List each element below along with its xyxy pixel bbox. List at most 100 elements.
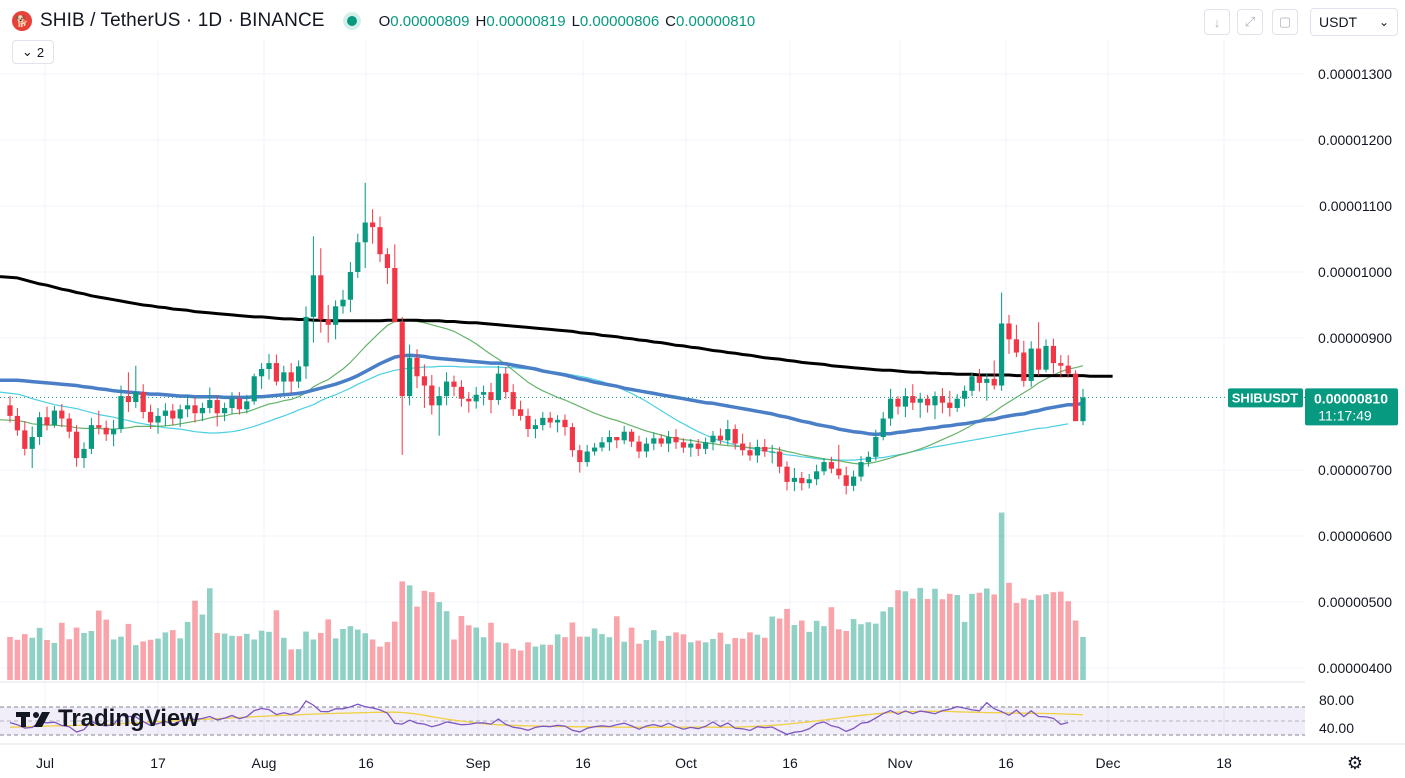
candle-body [1050, 345, 1056, 364]
candle-body [414, 357, 420, 377]
candle-body [1013, 339, 1019, 353]
candle-body [244, 401, 250, 410]
currency-select[interactable]: USDT ⌄ [1310, 8, 1398, 36]
volume-bar [525, 642, 531, 680]
candle-body [140, 392, 146, 412]
candle-body [96, 425, 102, 428]
ma-cyan-line [0, 365, 1069, 461]
candle-body [510, 392, 516, 410]
volume-bar [177, 638, 183, 680]
price-tick-label: 0.00000400 [1318, 660, 1392, 676]
time-tick-label: Jul [36, 755, 54, 771]
gear-icon[interactable]: ⚙ [1346, 752, 1364, 773]
volume-bar [51, 642, 58, 680]
volume-bar [340, 629, 346, 680]
candle-body [347, 272, 353, 300]
time-tick-label: Nov [888, 755, 913, 771]
volume-bar [799, 620, 805, 680]
volume-bar [984, 588, 990, 680]
candle-body [584, 451, 590, 463]
rsi-pane [0, 681, 1405, 745]
candle-body [703, 442, 709, 449]
chart-header: 🐕 SHIB / TetherUS · 1D · BINANCE O0.0000… [12, 8, 755, 34]
candle-body [688, 443, 694, 448]
candle-body [259, 369, 265, 377]
candle-body [673, 437, 679, 443]
ma50-line [0, 353, 1084, 437]
candle-body [155, 415, 161, 423]
volume-bar [732, 638, 738, 680]
candle-body [22, 430, 28, 449]
volume-bar [828, 607, 835, 680]
candle-body [377, 227, 383, 255]
volume-bar [1006, 582, 1012, 680]
candle-body [784, 466, 790, 482]
candle-body [51, 410, 57, 426]
candle-body [740, 443, 746, 451]
volume-bar [562, 637, 568, 680]
volume-bar [843, 630, 849, 680]
indicators-toggle-button[interactable]: ⌄ 2 [12, 40, 54, 64]
moving-averages [0, 275, 1113, 465]
volume-bar [651, 630, 657, 680]
tradingview-logo-icon [16, 712, 50, 727]
volume-bar [22, 634, 28, 680]
candle-body [296, 366, 302, 382]
download-icon[interactable]: ↓ [1204, 9, 1230, 35]
volume-bar [110, 639, 117, 680]
candle-body [547, 417, 553, 423]
volume-bar [517, 650, 524, 680]
volume-bar [739, 638, 746, 680]
volume-bar [399, 581, 405, 680]
symbol-title[interactable]: SHIB / TetherUS · 1D · BINANCE [40, 10, 325, 31]
candle-body [895, 398, 901, 407]
volume-bar [821, 626, 827, 680]
candle-body [555, 419, 561, 423]
candle-body [806, 479, 812, 484]
candle-body [273, 363, 279, 382]
candle-body [207, 400, 213, 408]
fullscreen-icon[interactable]: ⤢ [1237, 9, 1263, 35]
volume-bar [880, 611, 886, 680]
tradingview-logo[interactable]: TradingView [16, 705, 199, 733]
candle-body [999, 323, 1005, 386]
candle-body [621, 431, 627, 441]
time-tick-label: Oct [675, 755, 697, 771]
volume-bar [377, 646, 383, 680]
candle-body [355, 242, 361, 272]
candle-body [148, 411, 154, 423]
candle-body [777, 451, 783, 467]
candle-body [947, 402, 953, 408]
volume-bar [621, 641, 627, 680]
volume-bar [813, 620, 820, 680]
candle-body [725, 429, 731, 441]
candle-body [614, 437, 620, 441]
volume-bar [895, 590, 901, 680]
volume-bar [251, 639, 257, 680]
candle-body [214, 400, 220, 414]
candle-body [666, 437, 672, 444]
volume-bar [762, 637, 768, 680]
candle-body [421, 376, 427, 386]
time-tick-label: Aug [252, 755, 277, 771]
candle-body [858, 462, 864, 477]
candle-body [407, 357, 413, 397]
candle-body [1006, 323, 1012, 340]
volume-bar [784, 608, 790, 680]
volume-bar [73, 627, 80, 680]
snapshot-icon[interactable]: ▢ [1272, 9, 1298, 35]
price-tick-label: 0.00001000 [1318, 264, 1392, 280]
market-status-icon[interactable] [346, 16, 357, 26]
candle-body [495, 373, 501, 401]
volume-bar [614, 616, 620, 680]
candle-body [1021, 352, 1027, 381]
volume-bar [466, 625, 472, 680]
candle-body [939, 396, 945, 403]
volume-bar [125, 623, 132, 680]
volume-bar [451, 639, 457, 680]
volume-bar [229, 635, 235, 680]
volume-bar [954, 595, 960, 680]
time-tick-label: 16 [998, 755, 1014, 771]
candle-body [1080, 397, 1086, 422]
